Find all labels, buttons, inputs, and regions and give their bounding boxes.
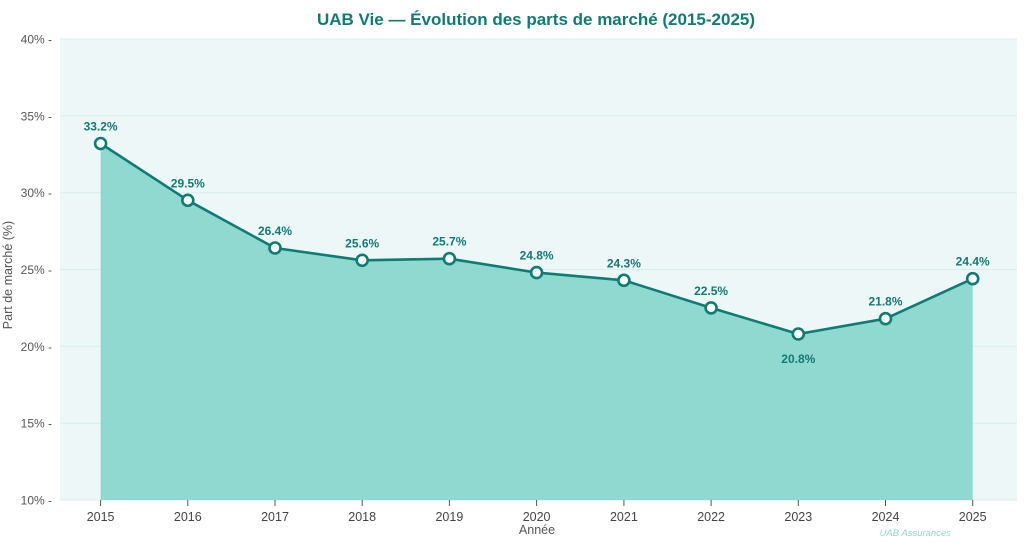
svg-text:21.8%: 21.8% — [868, 295, 902, 309]
svg-text:22.5%: 22.5% — [694, 284, 728, 298]
svg-text:33.2%: 33.2% — [84, 120, 118, 134]
svg-text:2015: 2015 — [87, 510, 115, 524]
svg-text:25% -: 25% - — [21, 263, 52, 277]
svg-text:15% -: 15% - — [21, 417, 52, 431]
svg-text:25.7%: 25.7% — [432, 235, 466, 249]
svg-text:2017: 2017 — [261, 510, 289, 524]
svg-text:26.4%: 26.4% — [258, 224, 292, 238]
svg-text:20.8%: 20.8% — [781, 352, 815, 366]
svg-text:40% -: 40% - — [21, 33, 52, 47]
svg-text:2022: 2022 — [697, 510, 725, 524]
svg-text:29.5%: 29.5% — [171, 176, 205, 190]
svg-text:2021: 2021 — [610, 510, 638, 524]
svg-text:35% -: 35% - — [21, 109, 52, 123]
svg-text:2016: 2016 — [174, 510, 202, 524]
svg-text:24.4%: 24.4% — [956, 255, 990, 269]
svg-text:2023: 2023 — [784, 510, 812, 524]
svg-text:2020: 2020 — [523, 510, 551, 524]
svg-text:30% -: 30% - — [21, 186, 52, 200]
svg-text:2024: 2024 — [872, 510, 900, 524]
svg-text:24.3%: 24.3% — [607, 256, 641, 270]
svg-text:2018: 2018 — [348, 510, 376, 524]
svg-text:2019: 2019 — [435, 510, 463, 524]
svg-text:10% -: 10% - — [21, 494, 52, 508]
svg-text:20% -: 20% - — [21, 340, 52, 354]
svg-text:25.6%: 25.6% — [345, 236, 379, 250]
svg-text:24.8%: 24.8% — [520, 249, 554, 263]
svg-text:2025: 2025 — [959, 510, 987, 524]
